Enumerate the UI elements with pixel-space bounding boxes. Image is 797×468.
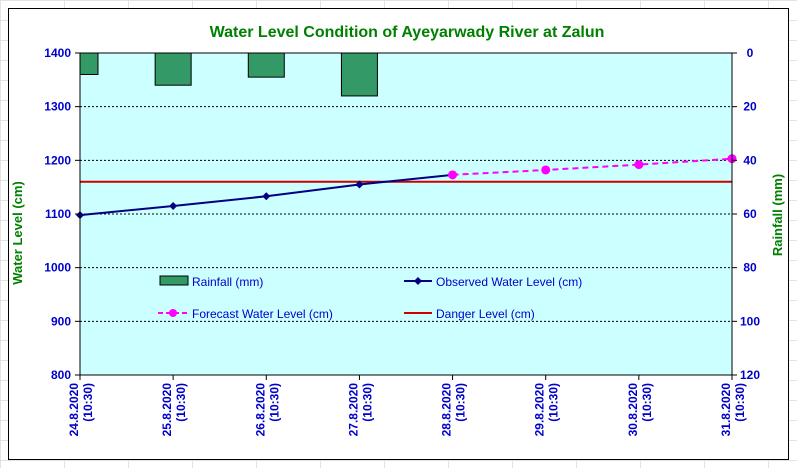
y-tick-label: 1000: [44, 261, 71, 275]
x-tick-label: 27.8.2020 (10:30): [346, 383, 374, 437]
legend-label-danger: Danger Level (cm): [436, 307, 535, 321]
legend-label-forecast: Forecast Water Level (cm): [192, 307, 333, 321]
rainfall-bar: [154, 52, 192, 86]
x-tick-time: (10:30): [174, 383, 188, 422]
legend-item-danger: Danger Level (cm): [404, 307, 535, 321]
x-tick-label: 30.8.2020 (10:30): [626, 383, 654, 437]
legend-item-rainfall: Rainfall (mm): [159, 275, 263, 289]
x-tick-label: 26.8.2020 (10:30): [253, 383, 281, 437]
y-tick-label: 1200: [44, 153, 71, 167]
y-tick-label: 1100: [45, 207, 71, 221]
x-tick-date: 25.8.2020: [160, 383, 174, 437]
x-tick-label: 24.8.2020 (10:30): [67, 383, 95, 437]
forecast-point: [448, 170, 458, 180]
legend-label-rainfall: Rainfall (mm): [192, 275, 263, 289]
y-tick-label: 1300: [44, 100, 71, 114]
y2-tick-label: 0: [747, 46, 754, 60]
gridlines: [80, 52, 732, 322]
x-tick-time: (10:30): [81, 383, 95, 422]
left-axis-ticks: 800 900 1000 1100 1200 1300 1400: [44, 46, 80, 382]
x-tick-date: 28.8.2020: [440, 383, 454, 437]
x-tick-time: (10:30): [733, 383, 747, 422]
y2-tick-label: 80: [743, 261, 757, 275]
x-tick-date: 24.8.2020: [67, 383, 81, 437]
rainfall-bar: [247, 52, 285, 78]
y-tick-label: 800: [51, 368, 71, 382]
observed-point: [262, 192, 271, 201]
legend-swatch-rainfall: [159, 275, 189, 286]
y-tick-label: 1400: [44, 46, 71, 60]
x-tick-date: 30.8.2020: [626, 383, 640, 437]
x-tick-date: 29.8.2020: [533, 383, 547, 437]
data-markers: [76, 154, 737, 220]
y-axis-title: Water Level (cm): [10, 181, 25, 285]
x-tick-time: (10:30): [267, 383, 281, 422]
x-tick-time: (10:30): [640, 383, 654, 422]
chart-title: Water Level Condition of Ayeyarwady Rive…: [210, 24, 605, 41]
legend: Rainfall (mm) Observed Water Level (cm) …: [158, 275, 582, 321]
x-tick-label: 29.8.2020 (10:30): [533, 383, 561, 437]
forecast-water-level-line: [452, 157, 733, 176]
legend-marker-forecast: [169, 309, 177, 317]
legend-marker-observed: [414, 277, 422, 285]
x-tick-time: (10:30): [547, 383, 561, 422]
forecast-point: [541, 165, 551, 175]
x-tick-date: 31.8.2020: [719, 383, 733, 437]
y2-axis-title: Rainfall (mm): [770, 174, 785, 256]
y2-tick-label: 120: [740, 368, 760, 382]
y2-tick-label: 20: [743, 100, 757, 114]
rainfall-bar: [340, 52, 378, 97]
x-tick-label: 25.8.2020 (10:30): [160, 383, 188, 437]
rainfall-bar: [79, 52, 99, 75]
legend-item-forecast: Forecast Water Level (cm): [158, 307, 333, 321]
observed-point: [169, 201, 178, 210]
x-axis-ticks: 24.8.2020 (10:30) 25.8.2020 (10:30) 26.8.202…: [67, 375, 747, 436]
x-tick-date: 26.8.2020: [253, 383, 267, 437]
x-tick-time: (10:30): [454, 383, 468, 422]
rainfall-bars: [79, 52, 378, 97]
right-axis-ticks: 0 20 40 60 80 100 120: [732, 46, 760, 382]
x-tick-date: 27.8.2020: [346, 383, 360, 437]
forecast-point: [634, 160, 644, 170]
y2-tick-label: 60: [743, 207, 757, 221]
y2-tick-label: 100: [740, 314, 760, 328]
x-tick-label: 28.8.2020 (10:30): [440, 383, 468, 437]
legend-label-observed: Observed Water Level (cm): [436, 275, 582, 289]
legend-item-observed: Observed Water Level (cm): [404, 275, 582, 289]
y2-tick-label: 40: [743, 153, 757, 167]
x-tick-time: (10:30): [360, 383, 374, 422]
y-tick-label: 900: [51, 314, 71, 328]
observed-point: [355, 180, 364, 189]
x-tick-label: 31.8.2020 (10:30): [719, 383, 747, 437]
